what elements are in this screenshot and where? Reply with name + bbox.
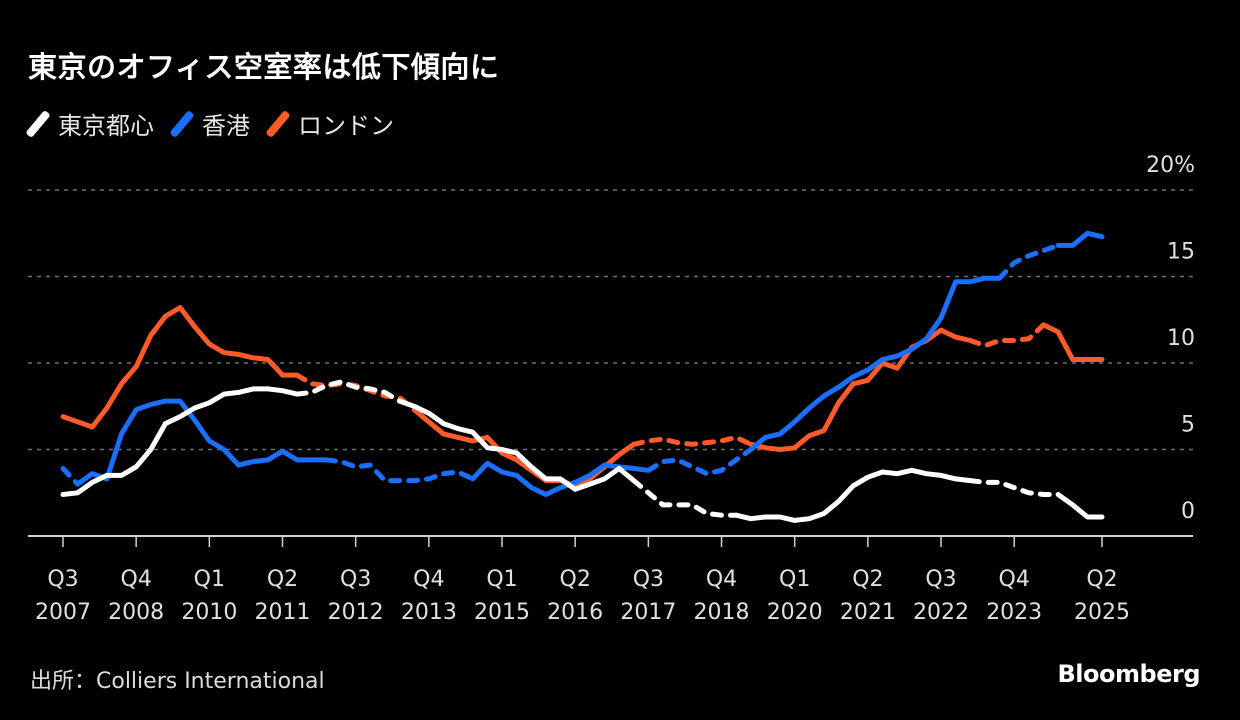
x-tick-label-year: 2025: [1074, 600, 1130, 625]
x-tick-label-year: 2020: [767, 600, 823, 625]
x-tick-label-quarter: Q1: [486, 567, 517, 592]
x-tick-label-quarter: Q4: [999, 567, 1030, 592]
legend-item-tokyo: 東京都心: [25, 106, 154, 141]
series-line-1: [75, 398, 329, 487]
series-line-0: [1055, 492, 1105, 520]
series-line-dashed-0: [631, 478, 739, 518]
x-tick-label-year: 2011: [255, 600, 311, 625]
series-line-dashed-1: [997, 242, 1061, 281]
x-tick-label-quarter: Q4: [121, 567, 152, 592]
x-tick-label-year: 2022: [913, 600, 969, 625]
legend-item-hongkong: 香港: [169, 106, 250, 141]
legend: 東京都心 香港 ロンドン: [25, 106, 394, 141]
legend-item-london: ロンドン: [265, 106, 394, 141]
y-tick-label: 20%: [1146, 153, 1195, 178]
legend-label-london: ロンドン: [298, 112, 394, 140]
x-tick-label-quarter: Q2: [852, 567, 883, 592]
series-line-0: [397, 398, 637, 492]
x-tick-label-quarter: Q1: [779, 567, 810, 592]
series-1: [60, 230, 1105, 497]
x-tick-label-year: 2007: [35, 600, 91, 625]
series-line-dashed-0: [294, 379, 403, 404]
x-tick-label-year: 2015: [474, 600, 530, 625]
chart-title: 東京のオフィス空室率は低下傾向に: [28, 50, 500, 84]
x-tick-label-quarter: Q3: [47, 567, 78, 592]
series-line-dashed-1: [60, 466, 81, 487]
series-line-1: [748, 275, 1003, 452]
x-tick-label-quarter: Q2: [560, 567, 591, 592]
x-tick-label-year: 2016: [547, 600, 603, 625]
series-line-0: [60, 386, 300, 497]
y-tick-label: 10: [1167, 326, 1195, 351]
legend-label-hongkong: 香港: [202, 112, 250, 140]
source-note: 出所：Colliers International: [30, 669, 325, 694]
x-tick-label-year: 2008: [108, 600, 164, 625]
y-tick-label: 15: [1167, 240, 1195, 265]
x-tick-label-quarter: Q2: [1086, 567, 1117, 592]
series-line-1: [1055, 230, 1105, 248]
x-tick-label-quarter: Q4: [706, 567, 737, 592]
series-line-2: [1041, 322, 1105, 362]
x-tick-label-year: 2010: [181, 600, 237, 625]
series-line-dashed-2: [631, 434, 754, 447]
x-tick-label-quarter: Q4: [413, 567, 444, 592]
series-line-0: [733, 467, 973, 523]
x-tick-label-year: 2017: [620, 600, 676, 625]
x-axis: Q3 2007 Q4 2008 Q1 2010 Q2 2011 Q3 2012 Q4 2013 Q1 20…: [28, 535, 1193, 625]
series-0: [60, 379, 1105, 523]
x-tick-label-year: 2012: [328, 600, 384, 625]
series-line-dashed-2: [967, 322, 1046, 349]
x-tick-label-year: 2021: [840, 600, 896, 625]
series-lines: [60, 230, 1105, 523]
gridlines: [28, 189, 1193, 451]
x-tick-label-quarter: Q3: [633, 567, 664, 592]
x-tick-label-quarter: Q3: [340, 567, 371, 592]
x-tick-label-year: 2023: [986, 600, 1042, 625]
x-tick-label-year: 2013: [401, 600, 457, 625]
x-tick-label-year: 2018: [694, 600, 750, 625]
x-tick-label-quarter: Q1: [194, 567, 225, 592]
bloomberg-logo: Bloomberg: [1057, 660, 1201, 688]
series-line-dashed-0: [967, 478, 1061, 497]
y-tick-label: 0: [1181, 499, 1195, 524]
series-line-2: [748, 327, 973, 452]
series-line-dashed-1: [645, 447, 754, 477]
y-tick-label: 5: [1181, 413, 1195, 438]
y-axis-labels: 0 5 10 15 20%: [1146, 153, 1195, 524]
x-tick-label-quarter: Q3: [925, 567, 956, 592]
series-line-2: [60, 305, 300, 430]
series-line-dashed-1: [323, 457, 476, 484]
x-tick-label-quarter: Q2: [267, 567, 298, 592]
legend-label-tokyo: 東京都心: [58, 112, 154, 140]
